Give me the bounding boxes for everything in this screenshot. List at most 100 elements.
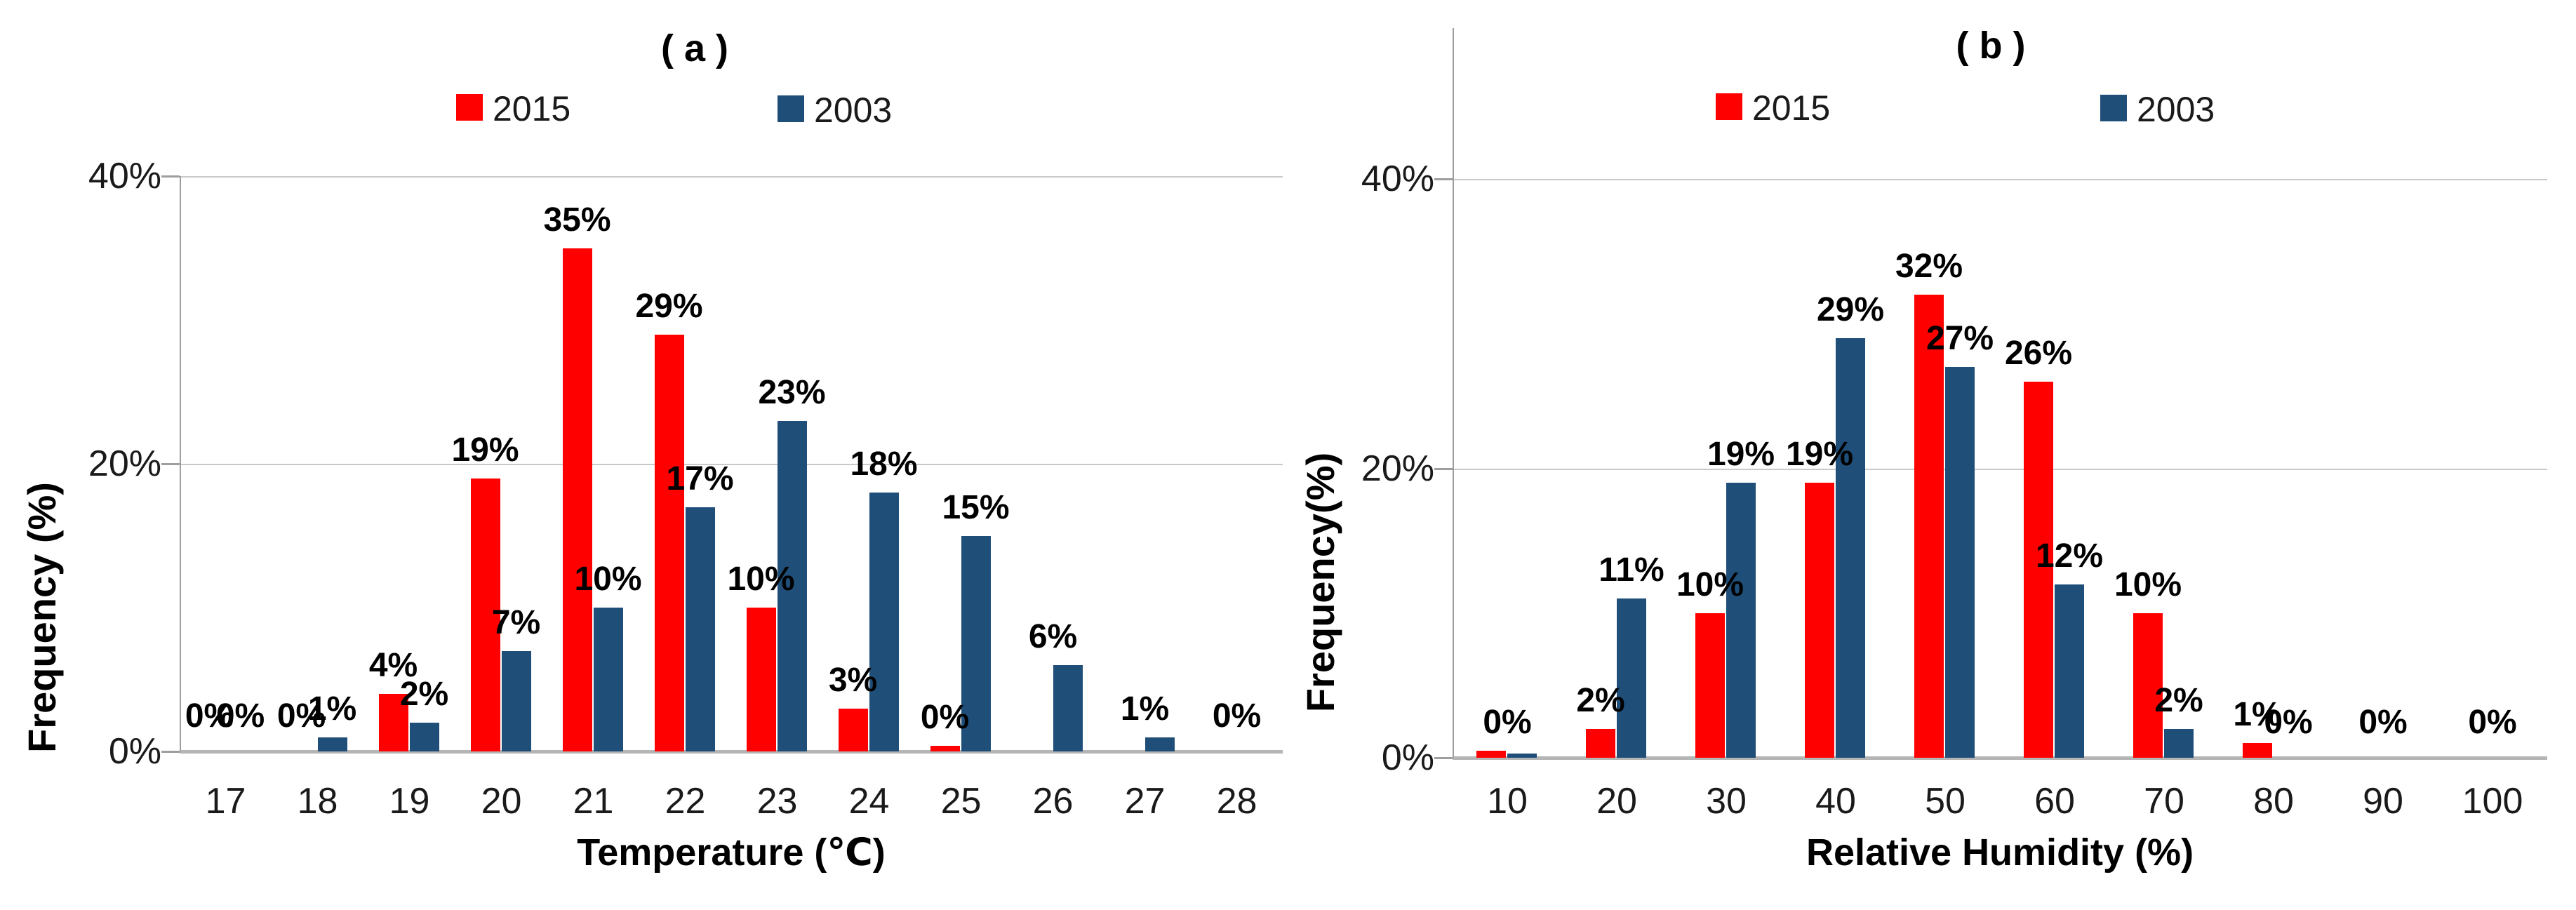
data-label-2015-40: 19% (1785, 436, 1854, 474)
x-tick-label-25: 25 (940, 781, 982, 822)
bar-2015-40 (1805, 483, 1834, 758)
bar-2015-10 (1476, 750, 1506, 758)
x-tick-label-80: 80 (2253, 781, 2294, 822)
legend-label-2003: 2003 (814, 91, 893, 130)
bar-2003-27 (1144, 737, 1175, 751)
bar-2015-24 (838, 708, 868, 751)
data-label-2015-90: 0% (2358, 704, 2408, 741)
y-tick-label-20%: 20% (88, 443, 161, 484)
x-tick-label-50: 50 (1925, 781, 1966, 822)
y-tick-label-40%: 40% (1361, 159, 1434, 199)
legend-swatch-2015 (1716, 93, 1742, 120)
data-label-2003-70: 2% (2154, 681, 2203, 719)
data-label-2015-19: 4% (368, 647, 418, 684)
data-label-2015-80: 1% (2233, 696, 2282, 734)
bar-2003-70 (2164, 728, 2194, 758)
data-label-2015-70: 10% (2114, 566, 2182, 603)
y-tick-label-0%: 0% (1381, 737, 1434, 778)
data-label-2015-100: 0% (2468, 704, 2517, 741)
data-label-2015-30: 10% (1676, 566, 1744, 603)
bar-2015-19 (378, 694, 408, 751)
x-tick-label-18: 18 (297, 781, 338, 822)
y-tick-label-40%: 40% (88, 156, 161, 196)
y-axis-line (180, 176, 181, 751)
data-label-2015-10: 0% (1483, 703, 1532, 741)
data-label-2003-27: 1% (1120, 690, 1170, 728)
x-tick-label-26: 26 (1032, 781, 1074, 822)
gridline-20% (1453, 468, 2547, 470)
bar-2003-18 (317, 737, 347, 751)
legend-label-2015: 2015 (493, 89, 571, 128)
data-label-2003-22: 17% (666, 460, 734, 497)
x-tick-label-100: 100 (2462, 781, 2523, 822)
data-label-2015-50: 32% (1895, 248, 1963, 285)
y-tick-mark-20% (1434, 467, 1453, 470)
chart-a-title: ( a ) (660, 27, 729, 69)
x-tick-label-24: 24 (848, 781, 890, 822)
chart-b-y-axis-title: Frequency(%) (1298, 452, 1342, 713)
bar-2003-22 (685, 507, 715, 751)
x-tick-label-21: 21 (573, 781, 614, 822)
data-label-2015-20: 2% (1576, 681, 1625, 719)
chart-b-title: ( b ) (1956, 25, 2026, 67)
data-label-2015-23: 10% (727, 561, 795, 598)
bar-2003-50 (1945, 367, 1975, 758)
bar-2003-26 (1053, 665, 1083, 751)
legend-swatch-2015 (456, 94, 483, 121)
data-label-2003-28: 0% (1212, 697, 1262, 735)
y-tick-mark-40% (161, 175, 180, 178)
bar-2015-60 (2024, 381, 2053, 758)
legend-label-2015: 2015 (1752, 88, 1831, 128)
data-label-2003-20: 11% (1599, 551, 1664, 589)
x-tick-label-22: 22 (665, 781, 706, 822)
data-label-2015-21: 35% (543, 201, 611, 239)
gridline-20% (180, 464, 1283, 465)
data-label-2003-20: 7% (491, 603, 541, 641)
gridline-40% (180, 176, 1283, 178)
legend-label-2003: 2003 (2137, 90, 2215, 129)
y-tick-mark-0% (161, 751, 180, 753)
x-axis-line (1453, 756, 2547, 760)
x-tick-label-28: 28 (1216, 781, 1257, 822)
bar-2015-25 (930, 745, 960, 751)
data-label-2015-25: 0% (920, 698, 970, 736)
bar-2003-23 (777, 420, 807, 751)
x-tick-label-70: 70 (2144, 781, 2184, 822)
y-tick-mark-20% (161, 463, 180, 465)
bar-2015-22 (654, 334, 684, 751)
bar-2015-50 (1914, 295, 1944, 758)
data-label-2003-40: 29% (1816, 290, 1885, 328)
bar-2015-21 (562, 248, 592, 751)
bar-2003-40 (1836, 337, 1865, 758)
x-tick-label-19: 19 (389, 781, 430, 822)
data-label-2003-50: 27% (1926, 320, 1994, 358)
x-tick-label-17: 17 (205, 781, 246, 822)
x-tick-label-40: 40 (1815, 781, 1856, 822)
x-tick-label-27: 27 (1124, 781, 1166, 822)
data-label-2015-17: 0% (185, 697, 234, 735)
y-tick-mark-40% (1434, 178, 1453, 180)
y-tick-mark-0% (1434, 757, 1453, 759)
data-label-2015-22: 29% (635, 287, 703, 325)
bar-2003-25 (961, 535, 991, 751)
x-tick-label-90: 90 (2363, 781, 2403, 822)
chart-b-x-axis-title: Relative Humidity (%) (1806, 831, 2194, 874)
data-label-2003-17: 0% (215, 697, 265, 735)
data-label-2003-60: 12% (2035, 537, 2104, 575)
data-label-2003-25: 15% (942, 488, 1010, 526)
data-label-2015-18: 0% (276, 697, 326, 735)
bar-2003-10 (1507, 753, 1537, 758)
data-label-2003-18: 1% (307, 690, 357, 728)
x-tick-label-20: 20 (1596, 781, 1637, 822)
bar-2015-70 (2133, 613, 2163, 758)
data-label-2003-24: 18% (850, 446, 918, 483)
bar-2003-24 (869, 493, 899, 751)
bar-2003-30 (1726, 483, 1756, 758)
data-label-2003-26: 6% (1028, 618, 1078, 655)
data-label-2015-60: 26% (2004, 334, 2073, 372)
data-label-2003-80: 0% (2264, 704, 2313, 741)
data-label-2003-21: 10% (574, 561, 642, 598)
